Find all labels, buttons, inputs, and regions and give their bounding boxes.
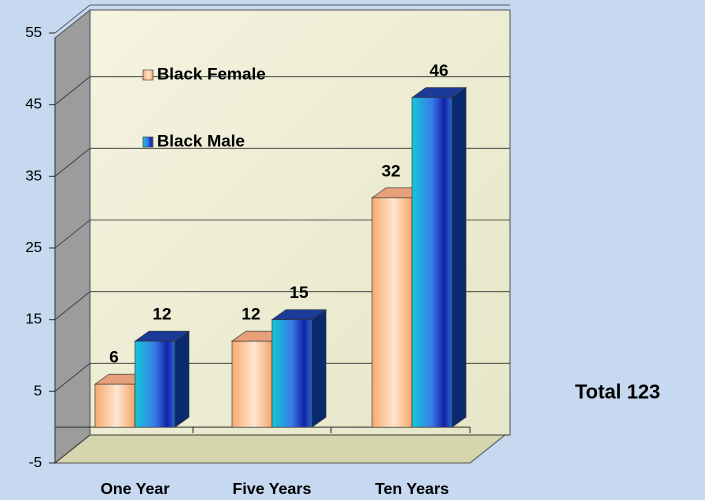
- floor: [53, 434, 507, 464]
- bar: [271, 319, 313, 428]
- legend-swatch: [142, 136, 154, 148]
- x-tick-label: One Year: [100, 481, 169, 498]
- bar: [371, 197, 413, 428]
- y-tick-label: 5: [34, 382, 42, 399]
- value-label: 15: [290, 283, 309, 302]
- bar-side: [451, 86, 467, 428]
- bar-side: [311, 309, 327, 428]
- side-wall: [54, 8, 91, 465]
- bar: [411, 97, 453, 428]
- x-tick-label: Five Years: [233, 481, 312, 498]
- grid-line: [54, 434, 91, 464]
- value-label: 46: [430, 61, 449, 80]
- x-tick-label: Ten Years: [375, 481, 449, 498]
- legend-label: Black Female: [157, 64, 266, 83]
- grid-line: [54, 148, 91, 177]
- y-tick-label: 45: [25, 96, 42, 113]
- grid-line: [54, 291, 91, 320]
- y-tick-label: 15: [25, 311, 42, 328]
- y-tick-label: 25: [25, 239, 42, 256]
- y-tick-label: 55: [25, 24, 42, 41]
- y-tick-label: -5: [29, 454, 42, 471]
- grid-line: [54, 76, 91, 105]
- bar-side: [174, 330, 190, 428]
- grid-line: [54, 219, 91, 249]
- bar: [231, 340, 273, 428]
- bar: [134, 340, 176, 428]
- bar: [94, 383, 136, 428]
- value-label: 12: [242, 305, 261, 324]
- legend-label: Black Male: [157, 131, 245, 150]
- value-label: 32: [382, 161, 401, 180]
- total-label: Total 123: [575, 381, 660, 403]
- y-tick-label: 35: [25, 167, 42, 184]
- grid-line: [54, 363, 91, 392]
- value-label: 12: [153, 305, 172, 324]
- grid-line: [54, 4, 91, 34]
- value-label: 6: [109, 348, 118, 367]
- legend-swatch: [142, 69, 154, 81]
